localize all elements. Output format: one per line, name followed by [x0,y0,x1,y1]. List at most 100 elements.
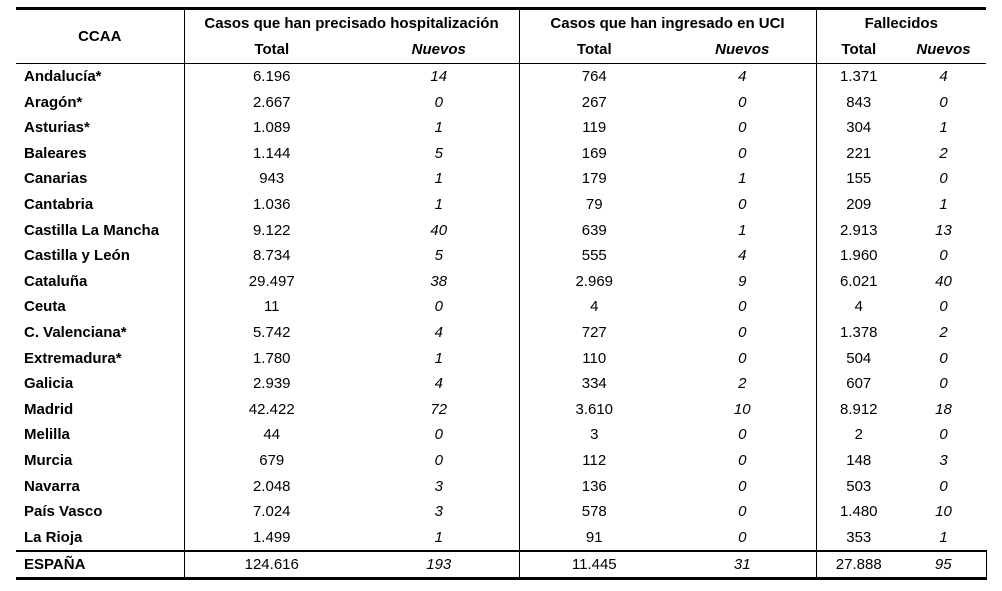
row-name: Cataluña [24,272,88,290]
cell-uci-nuevos: 0 [738,451,747,469]
cell-hosp-total: 1.780 [183,345,359,372]
cell-fall-nuevos: 1 [939,119,948,137]
cell-uci-nuevos: 0 [738,195,747,213]
table-header: CCAA Casos que han precisado hospitaliza… [16,8,987,64]
header-uci-nuevos: Nuevos [715,41,770,58]
row-name: Castilla La Mancha [24,221,160,239]
cell-fall-total: 8.912 [815,396,901,423]
cell-uci-nuevos: 0 [738,349,747,367]
cell-hosp-nuevos: 4 [434,323,443,341]
cell-hosp-total: 1.089 [183,115,359,141]
cell-uci-nuevos: 9 [738,272,747,290]
cell-uci-total: 555 [518,243,669,269]
cell-hosp-total: 9.122 [183,217,359,244]
cell-uci-total: 578 [518,499,669,525]
table-row: País Vasco 7.024 3 578 0 1.480 10 [16,499,986,525]
cell-uci-nuevos: 0 [738,503,747,521]
table-row: Melilla 44 0 3 0 2 0 [16,422,986,448]
header-fall-nuevos: Nuevos [916,41,971,58]
table-row: Madrid 42.422 72 3.610 10 8.912 18 [16,396,986,423]
cell-hosp-nuevos: 0 [434,426,443,444]
cell-fall-nuevos: 0 [939,349,948,367]
cell-uci-nuevos: 0 [738,426,747,444]
row-name: Madrid [24,400,74,418]
row-name: Andalucía* [24,68,102,85]
row-name: Extremadura* [24,349,122,367]
cell-uci-nuevos: 0 [738,528,747,546]
cell-hosp-total: 1.499 [183,524,359,552]
cell-fall-total: 155 [815,166,901,192]
row-name: Canarias [24,170,88,188]
table-row: Canarias 943 1 179 1 155 0 [16,166,986,192]
cell-fall-total: 1.378 [815,319,901,346]
cell-uci-total: 639 [518,217,669,244]
cell-uci-total: 3.610 [518,396,669,423]
cell-hosp-nuevos: 4 [434,375,443,393]
cell-uci-total: 169 [518,140,669,167]
table-row: Galicia 2.939 4 334 2 607 0 [16,371,986,397]
header-group-hospitalizacion: Casos que han precisado hospitalización [183,8,519,37]
table-row: Asturias* 1.089 1 119 0 304 1 [16,115,986,141]
cell-uci-total: 11.445 [518,551,669,579]
cell-hosp-nuevos: 3 [434,477,443,495]
table-row: Murcia 679 0 112 0 148 3 [16,447,986,474]
row-name: La Rioja [24,528,83,546]
cell-fall-total: 27.888 [815,551,901,579]
row-name: País Vasco [24,503,103,521]
cell-hosp-total: 1.144 [183,140,359,167]
row-name: ESPAÑA [24,556,86,574]
cell-hosp-total: 124.616 [183,551,359,579]
cell-uci-total: 136 [518,473,669,500]
cell-fall-nuevos: 2 [939,323,948,341]
covid-ccaa-table-container: CCAA Casos que han precisado hospitaliza… [16,7,987,580]
cell-fall-nuevos: 18 [935,400,952,418]
cell-fall-total: 1.960 [815,243,901,269]
cell-uci-total: 3 [518,422,669,448]
cell-hosp-total: 44 [183,422,359,448]
cell-hosp-total: 8.734 [183,243,359,269]
cell-fall-total: 6.021 [815,268,901,295]
cell-hosp-nuevos: 14 [430,68,448,85]
table-row: Navarra 2.048 3 136 0 503 0 [16,473,986,500]
cell-fall-nuevos: 0 [939,93,948,111]
cell-fall-nuevos: 95 [901,551,987,579]
cell-fall-nuevos: 0 [939,477,948,495]
row-name: Castilla y León [24,247,130,265]
cell-fall-nuevos: 40 [935,272,952,290]
cell-fall-total: 353 [815,524,901,552]
cell-hosp-total: 11 [183,294,359,320]
cell-hosp-total: 1.036 [183,191,359,218]
cell-hosp-nuevos: 3 [434,503,443,521]
row-name: C. Valenciana* [24,323,127,341]
cell-hosp-nuevos: 0 [434,451,443,469]
cell-fall-total: 2.913 [815,217,901,244]
cell-fall-total: 1.480 [815,499,901,525]
cell-hosp-nuevos: 5 [434,247,443,265]
cell-hosp-nuevos: 1 [434,349,443,367]
cell-fall-total: 304 [815,115,901,141]
table-row: Aragón* 2.667 0 267 0 843 0 [16,89,986,116]
cell-hosp-total: 29.497 [183,268,359,295]
cell-fall-total: 1.371 [815,63,901,90]
cell-uci-nuevos: 0 [738,323,747,341]
cell-uci-nuevos: 0 [738,298,747,316]
cell-uci-total: 2.969 [518,268,669,295]
cell-hosp-nuevos: 1 [434,195,443,213]
row-name: Asturias* [24,119,90,137]
header-hosp-nuevos: Nuevos [411,41,466,58]
row-name: Baleares [24,144,87,162]
cell-fall-nuevos: 1 [939,195,948,213]
cell-uci-nuevos: 1 [738,221,747,239]
cell-uci-nuevos: 4 [738,247,747,265]
cell-fall-nuevos: 4 [939,68,948,85]
cell-hosp-total: 679 [183,447,359,474]
cell-fall-total: 148 [815,447,901,474]
row-name: Ceuta [24,298,66,316]
header-uci-total: Total [518,37,669,64]
cell-hosp-total: 2.667 [183,89,359,116]
cell-hosp-nuevos: 40 [430,221,448,239]
cell-uci-nuevos: 4 [738,68,747,85]
cell-fall-total: 607 [815,371,901,397]
cell-uci-total: 91 [518,524,669,552]
table-footer: ESPAÑA 124.616 193 11.445 31 27.888 95 [16,551,987,579]
